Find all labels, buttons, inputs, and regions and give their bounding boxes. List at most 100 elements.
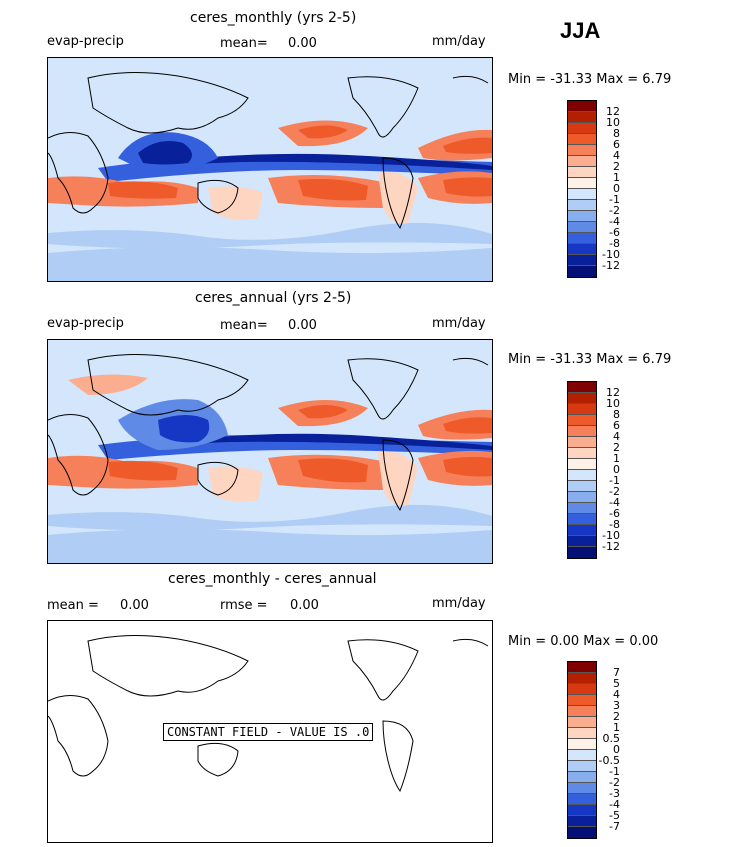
colorbar-tick: -10 — [602, 529, 620, 542]
colorbar-tick: -8 — [609, 518, 620, 531]
colorbar-tick: 6 — [613, 419, 620, 432]
panel1-colorbar — [567, 100, 597, 278]
panel2-colorbar-swatch — [568, 492, 596, 503]
panel2-colorbar-swatch — [568, 404, 596, 415]
colorbar-tick: 7 — [613, 666, 620, 679]
panel3-colorbar-swatch — [568, 706, 596, 717]
colorbar-tick: -5 — [609, 809, 620, 822]
colorbar-tick: 2 — [613, 710, 620, 723]
colorbar-tick: 8 — [613, 408, 620, 421]
panel3-colorbar-swatch — [568, 772, 596, 783]
panel2-variable-label: evap-precip — [47, 316, 124, 331]
panel3-colorbar-swatch — [568, 750, 596, 761]
panel3-units: mm/day — [432, 596, 486, 611]
colorbar-tick: 2 — [613, 160, 620, 173]
panel1-colorbar-swatch — [568, 200, 596, 211]
panel1-colorbar-swatch — [568, 145, 596, 156]
panel2-coastlines — [48, 353, 489, 512]
colorbar-tick: 1 — [613, 721, 620, 734]
panel2-title: ceres_annual (yrs 2-5) — [195, 290, 352, 306]
colorbar-tick: 10 — [606, 116, 620, 129]
panel2-colorbar-swatch — [568, 448, 596, 459]
panel2-colorbar-swatch — [568, 437, 596, 448]
panel3-colorbar-swatch — [568, 717, 596, 728]
panel3-minmax: Min = 0.00 Max = 0.00 — [508, 634, 659, 649]
panel1-colorbar-swatch — [568, 244, 596, 255]
colorbar-tick: -8 — [609, 237, 620, 250]
panel2-colorbar-swatch — [568, 459, 596, 470]
panel2-colorbar — [567, 381, 597, 559]
colorbar-tick: 12 — [606, 386, 620, 399]
colorbar-tick: 6 — [613, 138, 620, 151]
colorbar-tick: -6 — [609, 507, 620, 520]
colorbar-tick: -6 — [609, 226, 620, 239]
panel3-colorbar-swatch — [568, 662, 596, 673]
panel3-colorbar-swatch — [568, 794, 596, 805]
colorbar-tick: -2 — [609, 776, 620, 789]
panel1-colorbar-swatch — [568, 189, 596, 200]
panel2-colorbar-swatch — [568, 481, 596, 492]
colorbar-tick: -2 — [609, 204, 620, 217]
colorbar-tick: -0.5 — [598, 754, 620, 767]
panel1-colorbar-swatch — [568, 233, 596, 244]
panel3-colorbar-swatch — [568, 761, 596, 772]
panel2-colorbar-swatch — [568, 525, 596, 536]
panel3-colorbar-swatch — [568, 816, 596, 827]
panel1-colorbar-swatch — [568, 167, 596, 178]
panel3-colorbar-swatch — [568, 827, 596, 838]
colorbar-tick: -7 — [609, 820, 620, 833]
panel2-map — [47, 339, 493, 564]
panel1-contour-field — [48, 120, 492, 281]
panel1-colorbar-swatch — [568, 266, 596, 277]
panel2-minmax: Min = -31.33 Max = 6.79 — [508, 352, 672, 367]
panel3-colorbar-swatch — [568, 673, 596, 684]
colorbar-tick: 4 — [613, 688, 620, 701]
panel1-colorbar-swatch — [568, 211, 596, 222]
panel2-mean-value: 0.00 — [288, 318, 317, 333]
colorbar-tick: -2 — [609, 485, 620, 498]
colorbar-tick: 2 — [613, 441, 620, 454]
colorbar-tick: 0 — [613, 182, 620, 195]
panel3-colorbar-swatch — [568, 739, 596, 750]
colorbar-tick: -10 — [602, 248, 620, 261]
panel2-colorbar-swatch — [568, 382, 596, 393]
colorbar-tick: -4 — [609, 215, 620, 228]
panel1-coastlines — [48, 71, 489, 230]
panel1-units: mm/day — [432, 34, 486, 49]
colorbar-tick: 10 — [606, 397, 620, 410]
panel3-mean-value: 0.00 — [120, 598, 149, 613]
colorbar-tick: 12 — [606, 105, 620, 118]
colorbar-tick: -1 — [609, 193, 620, 206]
panel3-colorbar-swatch — [568, 783, 596, 794]
panel3-colorbar-swatch — [568, 695, 596, 706]
colorbar-tick: 4 — [613, 149, 620, 162]
panel3-colorbar-swatch — [568, 684, 596, 695]
panel2-colorbar-swatch — [568, 536, 596, 547]
panel1-colorbar-swatch — [568, 101, 596, 112]
panel1-variable-label: evap-precip — [47, 34, 124, 49]
panel3-map: CONSTANT FIELD - VALUE IS .0 — [47, 620, 493, 843]
panel2-colorbar-swatch — [568, 415, 596, 426]
colorbar-tick: 3 — [613, 699, 620, 712]
colorbar-tick: -1 — [609, 474, 620, 487]
colorbar-tick: -4 — [609, 798, 620, 811]
panel3-rmse-label: rmse = — [220, 598, 268, 613]
panel1-mean-value: 0.00 — [288, 36, 317, 51]
panel2-contour-field — [48, 374, 492, 563]
panel3-colorbar-swatch — [568, 728, 596, 739]
panel3-colorbar — [567, 661, 597, 839]
panel2-colorbar-swatch — [568, 470, 596, 481]
panel1-colorbar-swatch — [568, 178, 596, 189]
panel3-coastlines — [48, 634, 489, 793]
panel2-units: mm/day — [432, 316, 486, 331]
colorbar-tick: 4 — [613, 430, 620, 443]
colorbar-tick: 8 — [613, 127, 620, 140]
panel1-minmax: Min = -31.33 Max = 6.79 — [508, 72, 672, 87]
constant-field-note: CONSTANT FIELD - VALUE IS .0 — [163, 723, 374, 741]
panel1-colorbar-swatch — [568, 123, 596, 134]
colorbar-tick: 1 — [613, 171, 620, 184]
colorbar-tick: 0 — [613, 743, 620, 756]
colorbar-tick: -4 — [609, 496, 620, 509]
panel1-title: ceres_monthly (yrs 2-5) — [190, 10, 357, 26]
panel2-colorbar-swatch — [568, 514, 596, 525]
